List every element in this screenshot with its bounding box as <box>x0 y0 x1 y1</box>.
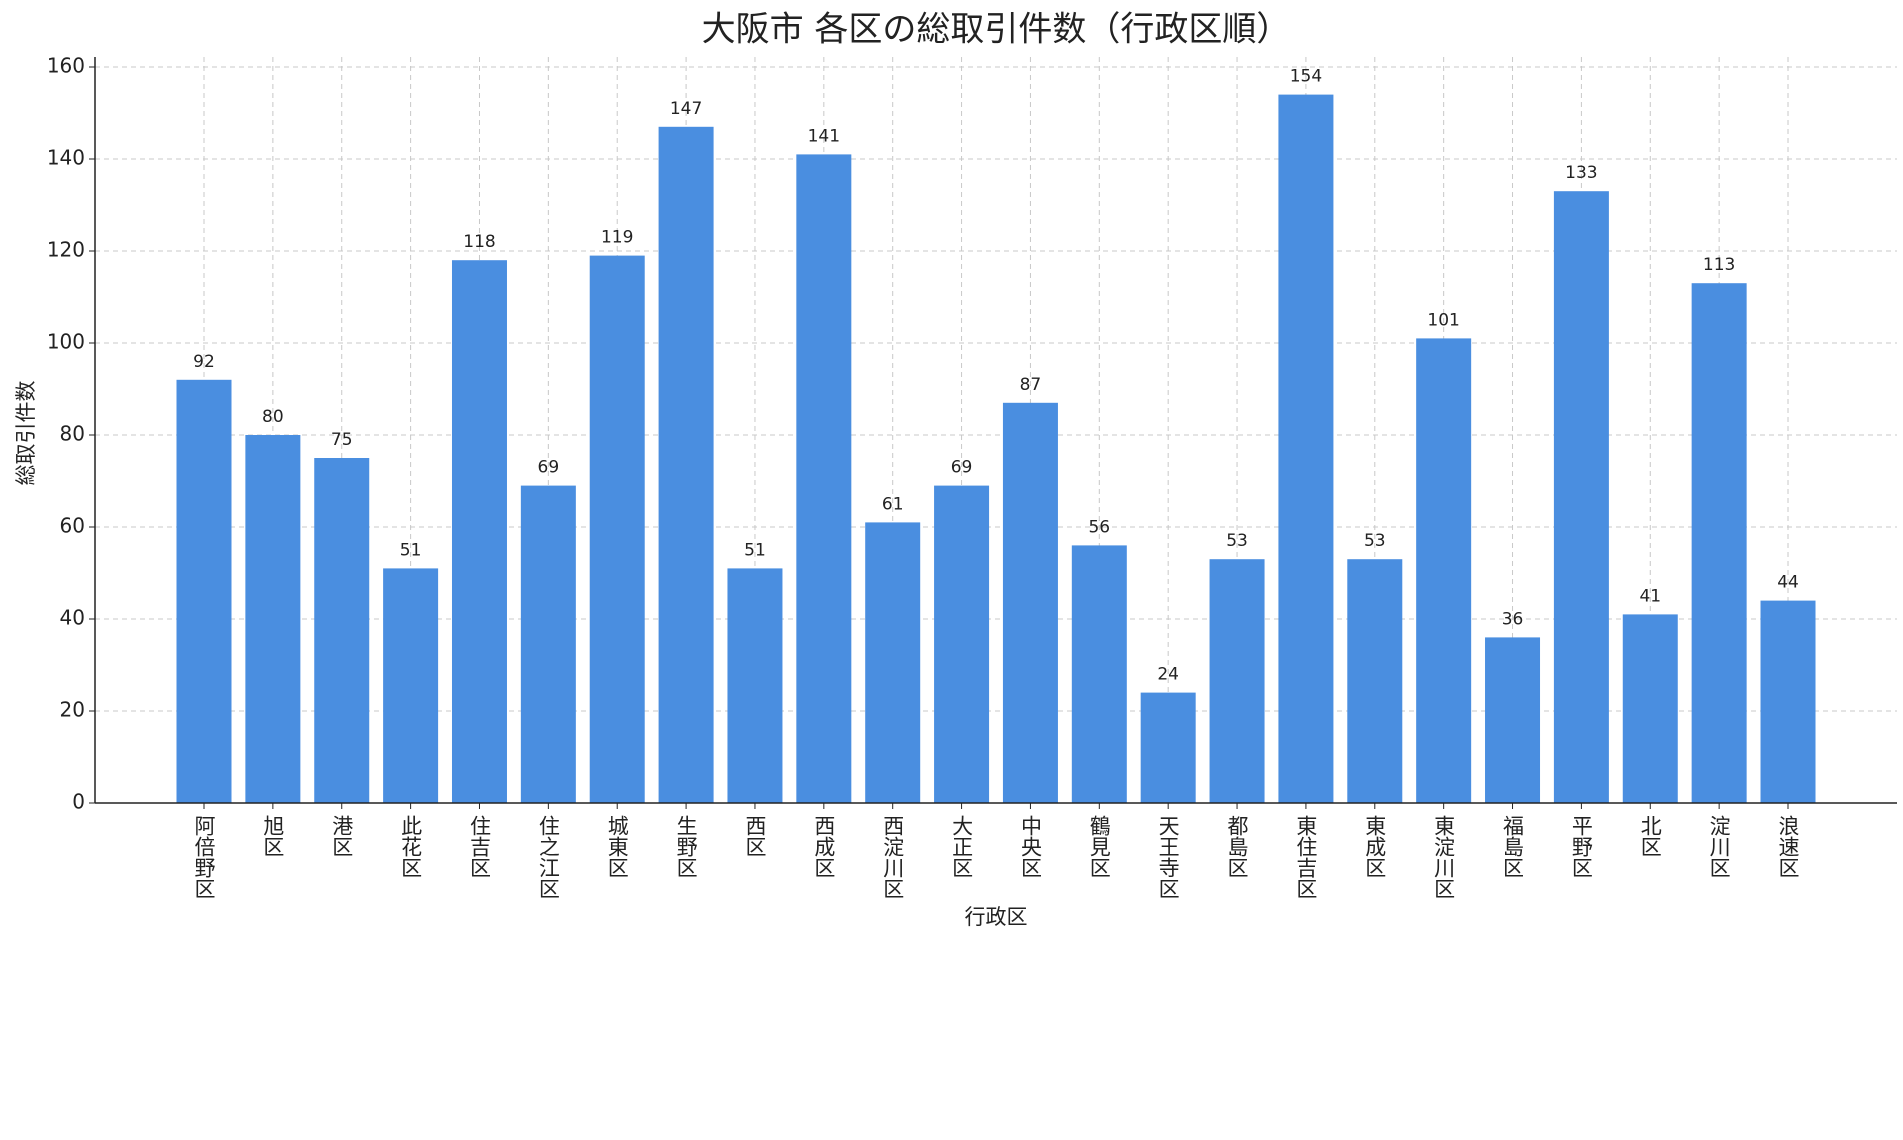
value-label: 141 <box>808 126 840 146</box>
value-label: 154 <box>1290 67 1322 87</box>
x-tick-label: 中央区 <box>1018 815 1042 878</box>
x-tick-label: 西区 <box>743 815 767 857</box>
bar <box>1002 402 1058 803</box>
y-tick-label: 40 <box>60 606 85 630</box>
y-tick-label: 0 <box>72 790 85 814</box>
bar <box>727 568 783 803</box>
value-label: 69 <box>538 458 560 478</box>
y-tick-label: 120 <box>47 238 85 262</box>
value-label: 87 <box>1020 375 1042 395</box>
x-tick-label: 東住吉区 <box>1294 815 1318 899</box>
bar <box>1209 559 1265 803</box>
value-label: 119 <box>601 228 633 248</box>
x-tick-label: 生野区 <box>674 815 698 878</box>
x-tick-label: 西淀川区 <box>881 815 905 899</box>
bar <box>1691 283 1747 803</box>
value-label: 133 <box>1565 163 1597 183</box>
bar <box>383 568 439 803</box>
bar <box>1622 614 1678 803</box>
bar <box>796 154 852 803</box>
bar <box>1140 692 1196 803</box>
chart-title: 大阪市 各区の総取引件数（行政区順） <box>702 10 1291 50</box>
bar <box>314 458 370 803</box>
x-tick-label: 福島区 <box>1501 815 1525 878</box>
x-tick-label: 鶴見区 <box>1087 815 1111 878</box>
bar <box>658 126 714 804</box>
y-tick-label: 60 <box>60 514 85 538</box>
y-tick-label: 80 <box>60 422 85 446</box>
bar <box>1347 559 1403 803</box>
value-label: 61 <box>882 494 904 514</box>
x-tick-label: 大正区 <box>950 815 974 878</box>
bar <box>934 485 990 803</box>
value-label: 44 <box>1777 573 1799 593</box>
value-label: 51 <box>744 540 766 560</box>
value-label: 147 <box>670 99 702 119</box>
bar <box>451 260 507 803</box>
bar <box>1071 545 1127 803</box>
value-label: 56 <box>1088 517 1110 537</box>
x-tick-label: 天王寺区 <box>1156 815 1180 899</box>
x-tick-label: 阿倍野区 <box>192 815 216 899</box>
x-tick-label: 西成区 <box>812 815 836 878</box>
x-tick-label: 都島区 <box>1225 815 1249 878</box>
x-tick-label: 東成区 <box>1363 815 1387 878</box>
x-tick-label: 住吉区 <box>467 815 491 878</box>
value-label: 53 <box>1226 531 1248 551</box>
x-tick-label: 浪速区 <box>1776 815 1800 878</box>
value-label: 113 <box>1703 255 1735 275</box>
value-label: 24 <box>1157 665 1179 685</box>
x-tick-label: 港区 <box>330 815 354 857</box>
x-tick-label: 平野区 <box>1569 815 1593 878</box>
x-axis-label: 行政区 <box>965 905 1028 929</box>
x-tick-label: 此花区 <box>399 815 423 878</box>
bar <box>520 485 576 803</box>
x-tick-label: 住之江区 <box>536 815 560 899</box>
y-axis-label: 総取引件数 <box>14 381 38 486</box>
value-label: 80 <box>262 407 284 427</box>
value-label: 51 <box>400 540 422 560</box>
x-tick-label: 淀川区 <box>1707 815 1731 878</box>
x-tick-label: 旭区 <box>261 815 285 857</box>
x-tick-label: 北区 <box>1638 815 1662 857</box>
bar <box>865 522 921 803</box>
bar <box>1416 338 1472 803</box>
bar <box>1278 94 1334 804</box>
value-label: 69 <box>951 458 973 478</box>
x-tick-label: 東淀川区 <box>1432 815 1456 899</box>
value-label: 53 <box>1364 531 1386 551</box>
value-label: 92 <box>193 352 215 372</box>
value-label: 118 <box>463 232 495 252</box>
bar <box>1553 191 1609 803</box>
x-tick-label: 城東区 <box>605 815 629 878</box>
bar <box>1760 600 1816 803</box>
y-tick-label: 140 <box>47 146 85 170</box>
value-label: 101 <box>1427 310 1459 330</box>
value-label: 75 <box>331 430 353 450</box>
bar <box>1485 637 1541 803</box>
y-tick-label: 20 <box>60 698 85 722</box>
value-label: 41 <box>1639 586 1661 606</box>
bar <box>245 435 301 803</box>
y-tick-label: 160 <box>47 54 85 78</box>
bar <box>176 379 232 803</box>
bar <box>589 255 645 804</box>
value-label: 36 <box>1502 609 1524 629</box>
y-tick-label: 100 <box>47 330 85 354</box>
